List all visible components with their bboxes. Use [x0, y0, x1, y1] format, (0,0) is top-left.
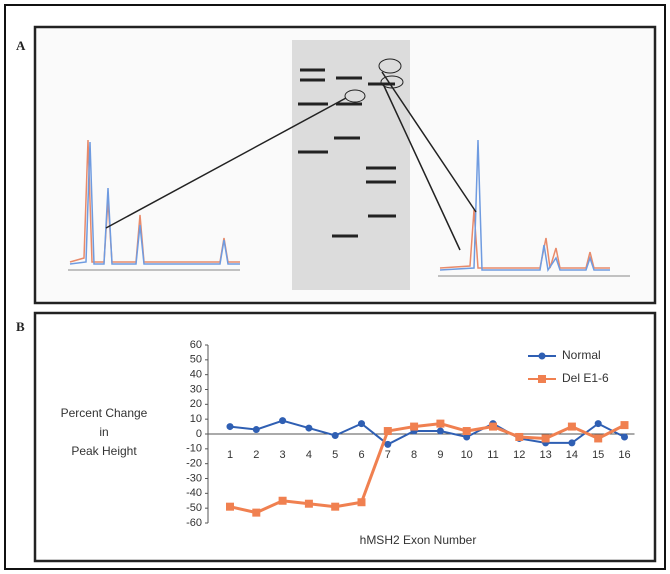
y-tick-label: 0 [196, 428, 202, 440]
x-tick-label: 6 [358, 449, 364, 461]
marker [305, 500, 313, 508]
y-tick-label: -20 [186, 458, 202, 470]
y-tick-label: 30 [190, 383, 202, 395]
panel-label: B [16, 319, 25, 334]
marker [621, 433, 628, 440]
y-axis-label: Peak Height [71, 444, 137, 458]
y-tick-label: 40 [190, 369, 202, 381]
y-tick-label: 20 [190, 398, 202, 410]
marker [253, 426, 260, 433]
marker [539, 353, 546, 360]
x-tick-label: 16 [618, 449, 630, 461]
marker [621, 421, 629, 429]
x-tick-label: 5 [332, 449, 338, 461]
x-tick-label: 10 [461, 449, 473, 461]
marker [538, 375, 546, 383]
figure: A B 6050403020100-10-20-30-40-50-6012345… [0, 0, 670, 574]
x-tick-label: 8 [411, 449, 417, 461]
y-tick-label: -50 [186, 502, 202, 514]
marker [515, 433, 523, 441]
marker [594, 434, 602, 442]
marker [489, 423, 497, 431]
y-axis-label: in [99, 425, 108, 439]
x-tick-label: 1 [227, 449, 233, 461]
x-tick-label: 15 [592, 449, 604, 461]
y-tick-label: -30 [186, 472, 202, 484]
y-tick-label: -60 [186, 517, 202, 529]
marker [358, 498, 366, 506]
marker [410, 423, 418, 431]
marker [227, 423, 234, 430]
marker [279, 497, 287, 505]
x-tick-label: 4 [306, 449, 312, 461]
marker [358, 420, 365, 427]
marker [568, 423, 576, 431]
x-tick-label: 3 [280, 449, 286, 461]
page: A B 6050403020100-10-20-30-40-50-6012345… [0, 0, 670, 574]
marker [437, 428, 444, 435]
marker [595, 420, 602, 427]
x-tick-label: 13 [539, 449, 551, 461]
y-tick-label: 50 [190, 354, 202, 366]
marker [332, 432, 339, 439]
marker [463, 427, 471, 435]
marker [252, 509, 260, 517]
legend-label: Del E1-6 [562, 371, 609, 385]
x-tick-label: 14 [566, 449, 578, 461]
x-tick-label: 2 [253, 449, 259, 461]
marker [226, 503, 234, 511]
marker [384, 427, 392, 435]
x-tick-label: 9 [437, 449, 443, 461]
y-axis-label: Percent Change [61, 406, 148, 420]
y-tick-label: 60 [190, 339, 202, 351]
y-tick-label: -40 [186, 487, 202, 499]
panel-label: A [16, 38, 26, 53]
y-tick-label: -10 [186, 443, 202, 455]
marker [279, 417, 286, 424]
marker [568, 439, 575, 446]
x-tick-label: 11 [487, 449, 498, 461]
y-tick-label: 10 [190, 413, 202, 425]
marker [542, 434, 550, 442]
marker [305, 425, 312, 432]
x-axis-label: hMSH2 Exon Number [360, 533, 477, 547]
marker [436, 420, 444, 428]
x-tick-label: 12 [513, 449, 525, 461]
legend-label: Normal [562, 348, 601, 362]
marker [331, 503, 339, 511]
x-tick-label: 7 [385, 449, 391, 461]
